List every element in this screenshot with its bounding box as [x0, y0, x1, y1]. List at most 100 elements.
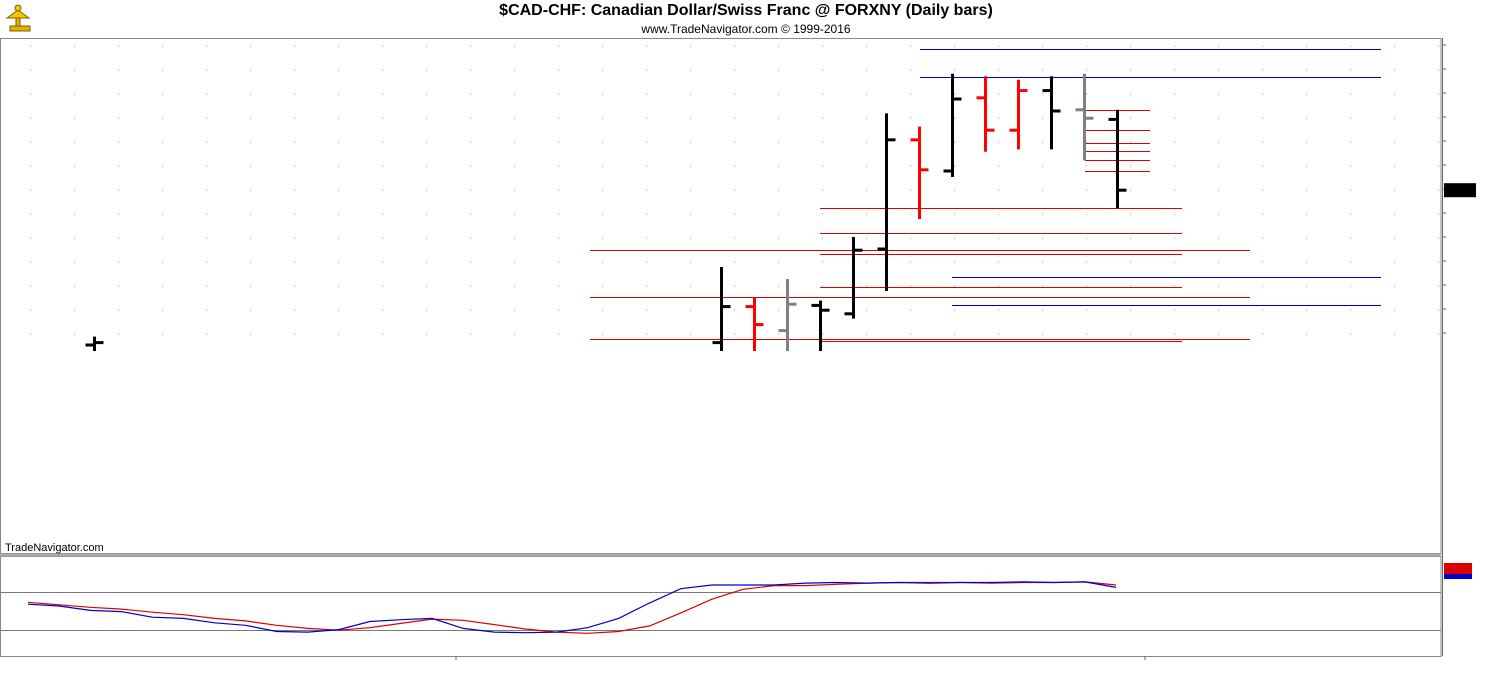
grid-dot: [646, 189, 647, 191]
grid-dot: [866, 309, 867, 311]
grid-dot: [338, 69, 339, 71]
grid-dot: [294, 141, 295, 143]
grid-dot: [338, 141, 339, 143]
grid-dot: [30, 213, 31, 215]
grid-dot: [382, 141, 383, 143]
grid-dot: [1306, 309, 1307, 311]
grid-dot: [1306, 165, 1307, 167]
grid-dot: [426, 261, 427, 263]
grid-dot: [250, 45, 251, 47]
grid-dot: [910, 45, 911, 47]
grid-dot: [998, 261, 999, 263]
grid-dot: [1086, 69, 1087, 71]
grid-dot: [1262, 261, 1263, 263]
grid-dot: [1394, 285, 1395, 287]
grid-dot: [734, 117, 735, 119]
grid-dot: [250, 69, 251, 71]
stoch-last-box-k: [1444, 574, 1472, 579]
grid-dot: [1306, 237, 1307, 239]
grid-dot: [1262, 93, 1263, 95]
grid-dot: [734, 165, 735, 167]
grid-dot: [426, 333, 427, 335]
grid-dot: [1130, 165, 1131, 167]
grid-dot: [1262, 45, 1263, 47]
grid-dot: [1174, 165, 1175, 167]
grid-dot: [954, 261, 955, 263]
grid-dot: [514, 261, 515, 263]
grid-dot: [1350, 45, 1351, 47]
grid-dot: [382, 45, 383, 47]
grid-dot: [382, 213, 383, 215]
grid-dot: [338, 285, 339, 287]
grid-dot: [646, 93, 647, 95]
grid-dot: [866, 189, 867, 191]
grid-dot: [998, 237, 999, 239]
grid-dot: [1306, 213, 1307, 215]
grid-dot: [470, 333, 471, 335]
grid-dot: [1086, 213, 1087, 215]
grid-dot: [1086, 45, 1087, 47]
grid-dot: [822, 45, 823, 47]
grid-dot: [250, 237, 251, 239]
grid-dot: [1042, 261, 1043, 263]
grid-dot: [1262, 117, 1263, 119]
grid-dot: [1262, 69, 1263, 71]
grid-dot: [250, 117, 251, 119]
grid-dot: [74, 117, 75, 119]
grid-dot: [250, 189, 251, 191]
grid-dot: [690, 261, 691, 263]
grid-dot: [162, 333, 163, 335]
grid-dot: [690, 141, 691, 143]
grid-dot: [822, 165, 823, 167]
grid-dot: [206, 189, 207, 191]
grid-dot: [294, 93, 295, 95]
grid-dot: [1218, 309, 1219, 311]
grid-dot: [74, 333, 75, 335]
grid-dot: [294, 261, 295, 263]
grid-dot: [1350, 93, 1351, 95]
grid-dot: [1042, 285, 1043, 287]
grid-dot: [470, 117, 471, 119]
grid-dot: [514, 237, 515, 239]
stoch-series-line: [27, 581, 1117, 634]
grid-dot: [1174, 117, 1175, 119]
grid-dot: [1394, 141, 1395, 143]
grid-dot: [1438, 165, 1439, 167]
grid-dot: [294, 333, 295, 335]
grid-dot: [206, 309, 207, 311]
grid-dot: [1218, 117, 1219, 119]
grid-dot: [690, 237, 691, 239]
grid-dot: [690, 309, 691, 311]
grid-dot: [1350, 285, 1351, 287]
grid-dot: [1218, 93, 1219, 95]
grid-dot: [206, 69, 207, 71]
grid-dot: [426, 285, 427, 287]
grid-dot: [1394, 309, 1395, 311]
grid-dot: [822, 93, 823, 95]
grid-dot: [1350, 69, 1351, 71]
grid-dot: [646, 261, 647, 263]
grid-dot: [514, 285, 515, 287]
grid-dot: [1350, 189, 1351, 191]
grid-dot: [118, 213, 119, 215]
grid-dot: [1042, 309, 1043, 311]
grid-dot: [954, 69, 955, 71]
grid-dot: [426, 189, 427, 191]
grid-dot: [162, 165, 163, 167]
grid-dot: [1394, 93, 1395, 95]
grid-dot: [1438, 45, 1439, 47]
grid-dot: [602, 309, 603, 311]
grid-dot: [1130, 93, 1131, 95]
grid-dot: [250, 93, 251, 95]
grid-dot: [470, 285, 471, 287]
grid-dot: [382, 309, 383, 311]
grid-dot: [1394, 117, 1395, 119]
grid-dot: [558, 237, 559, 239]
grid-dot: [558, 165, 559, 167]
grid-dot: [822, 189, 823, 191]
grid-dot: [646, 333, 647, 335]
grid-dot: [426, 93, 427, 95]
grid-dot: [558, 117, 559, 119]
grid-dot: [294, 165, 295, 167]
grid-dot: [1174, 45, 1175, 47]
